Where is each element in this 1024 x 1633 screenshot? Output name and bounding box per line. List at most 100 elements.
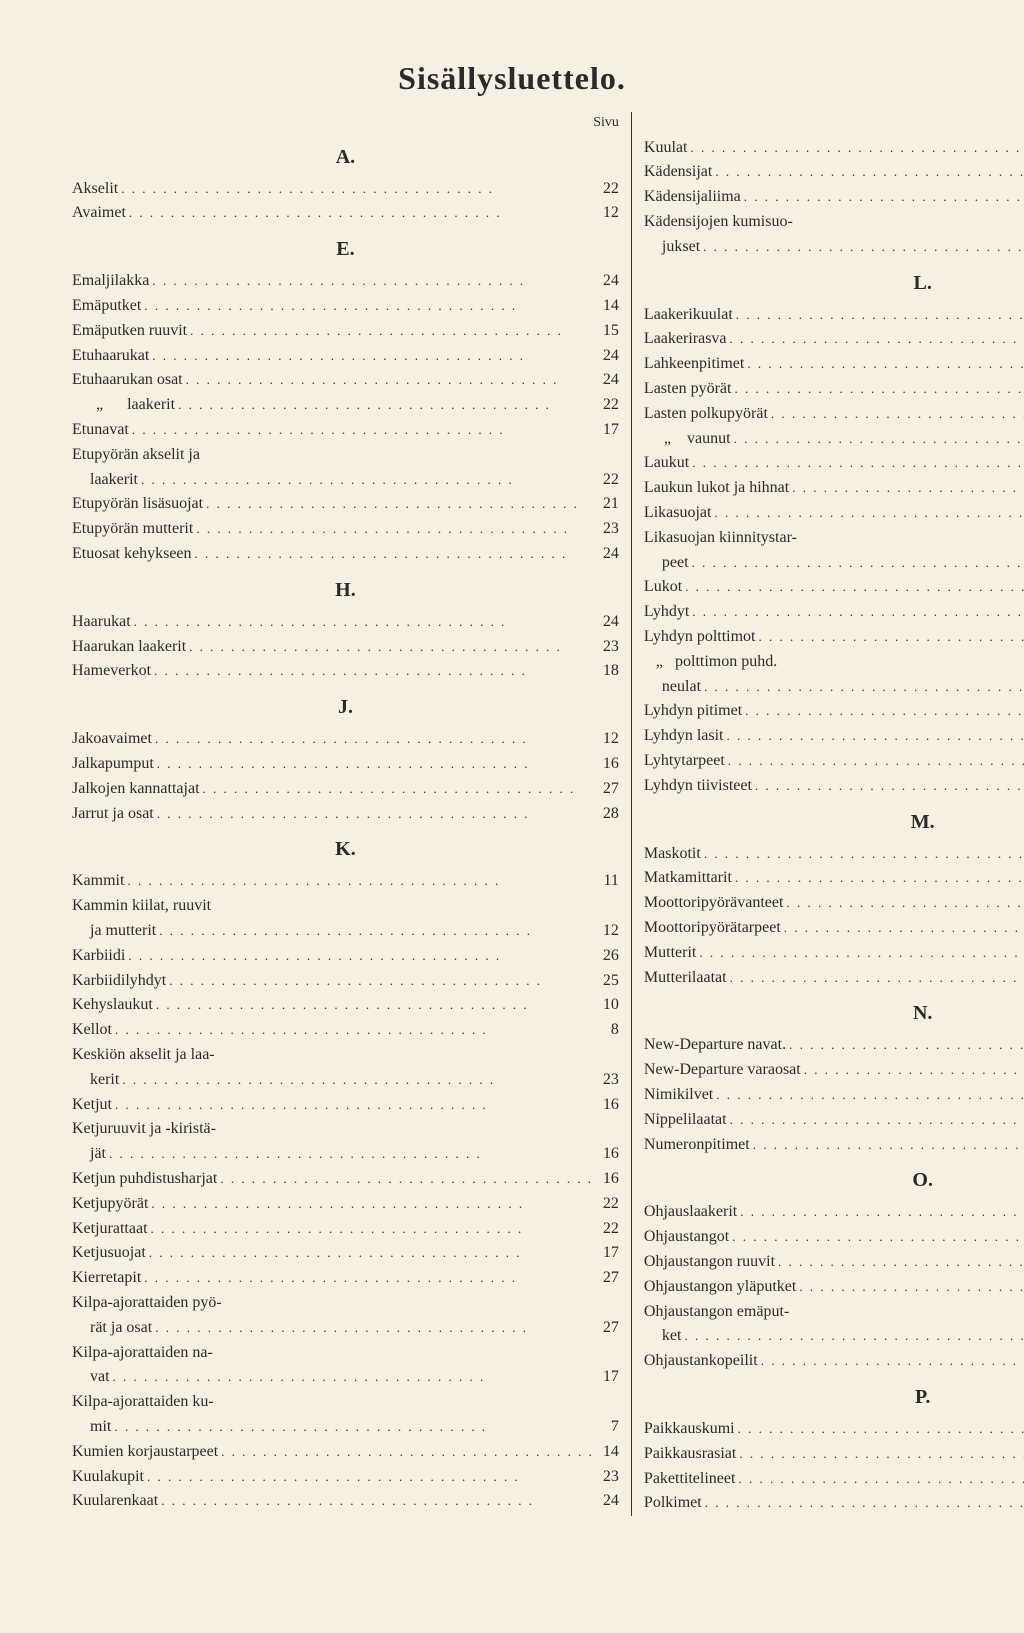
entry-label: Kuularenkaat (72, 1489, 158, 1514)
entry-label: Lyhdyn pitimet (644, 699, 742, 724)
entry-label: New-Departure varaosat (644, 1058, 801, 1083)
entry-label: Kumien korjaustarpeet (72, 1440, 218, 1465)
index-entry: Lyhtytarpeet25 (644, 749, 1024, 774)
index-entry: Etupyörän lisäsuojat21 (72, 492, 619, 517)
index-entry: Haarukan laakerit 23 (72, 635, 619, 660)
entry-label: Karbiidilyhdyt (72, 969, 166, 994)
index-column: SivuA.Akselit22Avaimet12E.Emaljilakka24E… (60, 112, 631, 1516)
index-entry: Kilpa-ajorattaiden pyö- (72, 1291, 619, 1316)
index-entry: Kuularenkaat 24 (72, 1489, 619, 1514)
leader-dots (781, 916, 1024, 941)
entry-label: Keskiön akselit ja laa- (72, 1043, 215, 1068)
entry-label: Laukun lukot ja hihnat (644, 476, 789, 501)
index-entry: Paikkauskumi14 (644, 1417, 1024, 1442)
index-entry: Lyhdyn lasit26 (644, 724, 1024, 749)
entry-label: Ohjaustangot (644, 1225, 729, 1250)
entry-label: Kilpa-ajorattaiden pyö- (72, 1291, 222, 1316)
entry-label: Jarrut ja osat (72, 802, 154, 827)
leader-dots (742, 699, 1024, 724)
entry-label: Likasuojan kiinnitystar- (644, 526, 797, 551)
leader-dots (711, 501, 1024, 526)
entry-page: 23 (597, 517, 619, 542)
entry-page: 16 (597, 1142, 619, 1167)
leader-dots (786, 1033, 1024, 1058)
entry-label: Pakettitelineet (644, 1467, 736, 1492)
index-entry: Laukun lukot ja hihnat10 (644, 476, 1024, 501)
leader-dots (681, 1324, 1024, 1349)
entry-label: Avaimet (72, 201, 126, 226)
entry-label: Karbiidi (72, 944, 125, 969)
index-entry-continuation: ket14 (644, 1324, 1024, 1349)
leader-dots (166, 969, 597, 994)
entry-page: 14 (597, 1440, 619, 1465)
entry-label: Kammin kiilat, ruuvit (72, 894, 211, 919)
index-entry: Etuhaarukat24 (72, 344, 619, 369)
leader-dots (796, 1275, 1024, 1300)
index-entry: Nimikilvet27 (644, 1083, 1024, 1108)
entry-label: Ketjupyörät (72, 1192, 148, 1217)
entry-label: Etupyörän mutterit (72, 517, 193, 542)
entry-page: 12 (597, 919, 619, 944)
entry-label: vat (90, 1365, 110, 1390)
index-entry: Jakoavaimet12 (72, 727, 619, 752)
entry-label: „ laakerit (72, 393, 175, 418)
index-entry: Karbiidilyhdyt25 (72, 969, 619, 994)
leader-dots (151, 659, 597, 684)
column-page-header: Sivu (72, 112, 619, 134)
leader-dots (755, 625, 1024, 650)
leader-dots (200, 777, 597, 802)
entry-label: jukset (662, 235, 700, 260)
entry-page: 11 (597, 869, 619, 894)
index-entry: Paikkausrasiat14 (644, 1442, 1024, 1467)
entry-label: Lyhtytarpeet (644, 749, 725, 774)
entry-label: Lyhdyn tiivisteet (644, 774, 752, 799)
index-entry: Lasten pyörät28 (644, 377, 1024, 402)
entry-label: „ vaunut (644, 427, 731, 452)
leader-dots (152, 1316, 597, 1341)
leader-dots (731, 427, 1024, 452)
entry-label: Etunavat (72, 418, 129, 443)
leader-dots (119, 1068, 597, 1093)
entry-page: 17 (597, 418, 619, 443)
entry-label: Ketjusuojat (72, 1241, 146, 1266)
entry-label: Lyhdyn polttimot (644, 625, 756, 650)
leader-dots (723, 724, 1024, 749)
leader-dots (144, 1465, 597, 1490)
entry-page: 22 (597, 468, 619, 493)
entry-label: Lukot (644, 575, 682, 600)
index-entry: Kädensijat15 (644, 160, 1024, 185)
entry-page: 24 (597, 542, 619, 567)
index-entry: Kuulakupit23 (72, 1465, 619, 1490)
section-letter: P. (644, 1382, 1024, 1413)
section-letter: K. (72, 834, 619, 865)
entry-label: Numeronpitimet (644, 1133, 750, 1158)
entry-label: Lyhdyn lasit (644, 724, 724, 749)
leader-dots (112, 1018, 597, 1043)
entry-page: 15 (597, 319, 619, 344)
index-entry-continuation: kerit23 (72, 1068, 619, 1093)
entry-label: Emäputken ruuvit (72, 319, 187, 344)
entry-page: 22 (597, 177, 619, 202)
entry-page: 23 (597, 635, 619, 660)
entry-label: Akselit (72, 177, 118, 202)
leader-dots (148, 1217, 597, 1242)
entry-label: Kuulat (644, 136, 688, 161)
leader-dots (701, 842, 1024, 867)
entry-label: Ohjaustangon yläputket (644, 1275, 796, 1300)
leader-dots (126, 201, 597, 226)
entry-label: Moottoripyörävanteet (644, 891, 784, 916)
entry-page: 12 (597, 201, 619, 226)
index-entry: Lasten polkupyörät28 (644, 402, 1024, 427)
index-entry: Matkamittarit9 (644, 866, 1024, 891)
leader-dots (218, 1440, 597, 1465)
entry-page: 23 (597, 1068, 619, 1093)
index-entry: Lahkeenpitimet13 (644, 352, 1024, 377)
entry-page: 24 (597, 1489, 619, 1514)
index-entry: Lyhdyn polttimot25 (644, 625, 1024, 650)
index-entry-continuation: rät ja osat27 (72, 1316, 619, 1341)
leader-dots (731, 377, 1024, 402)
index-entry: Maskotit27 (644, 842, 1024, 867)
entry-label: Haarukan laakerit (72, 635, 186, 660)
entry-label: Etupyörän akselit ja (72, 443, 200, 468)
entry-label: neulat (662, 675, 701, 700)
